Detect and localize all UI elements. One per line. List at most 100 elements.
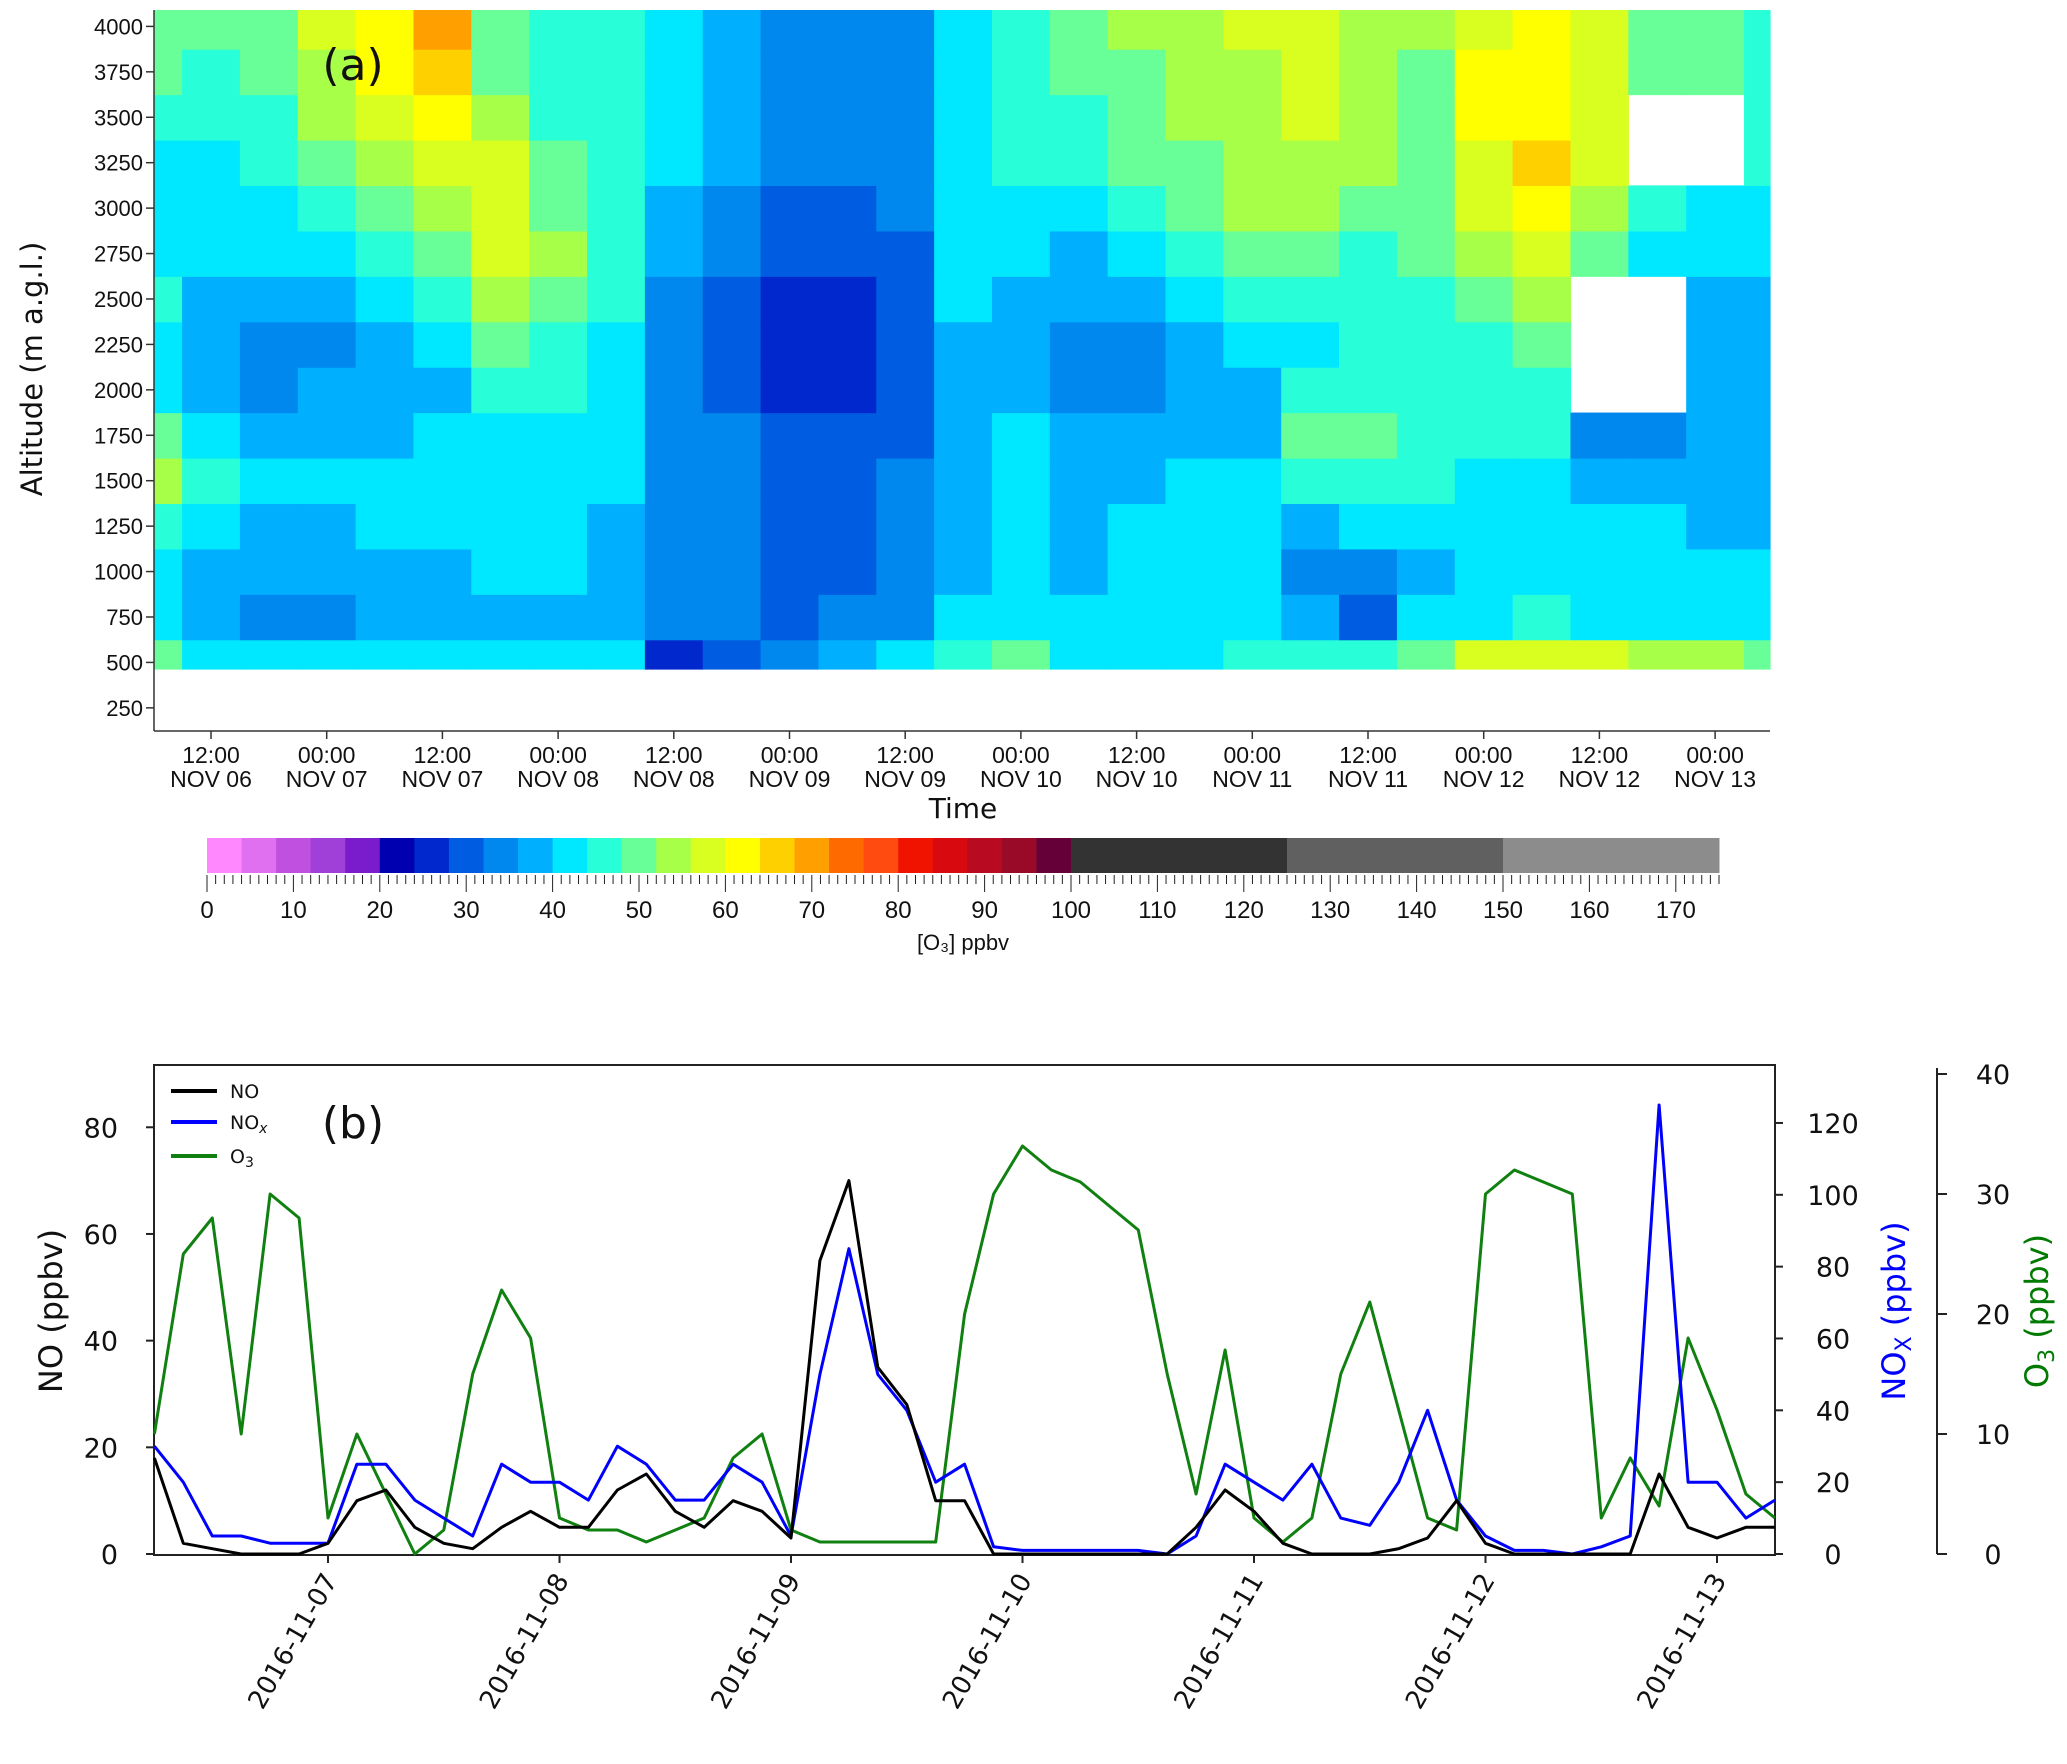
heatmap-cell (702, 548, 762, 595)
heatmap-cell (1223, 639, 1282, 670)
heatmap-cell (1223, 321, 1282, 368)
x-tick-label-date: NOV 07 (401, 766, 483, 792)
heatmap-cell (1454, 412, 1514, 459)
colorbar-swatch (483, 838, 519, 873)
colorbar-swatch (759, 838, 796, 873)
heatmap-cell (702, 457, 762, 505)
heatmap-cell (1454, 10, 1514, 50)
heatmap-cell (154, 594, 183, 641)
heatmap-cell (818, 49, 877, 96)
colorbar-title: [O₃] ppbv (917, 930, 1009, 955)
heatmap-cell (297, 639, 357, 670)
colorbar-tick-label: 80 (885, 897, 912, 924)
date-tick-label: 2016-11-07 (243, 1569, 345, 1715)
heatmap-cell (1281, 10, 1340, 50)
heatmap-cell (1512, 412, 1572, 459)
nox-tick-label: 80 (1816, 1253, 1850, 1284)
heatmap-cell (991, 49, 1051, 96)
heatmap-cell (1281, 503, 1340, 550)
heatmap-cell (818, 185, 877, 232)
heatmap-cell (818, 503, 877, 550)
heatmap-cell (1281, 594, 1340, 641)
heatmap-cell (297, 321, 357, 368)
heatmap-cell (1107, 276, 1167, 323)
heatmap-cell (587, 185, 646, 232)
heatmap-cell (355, 594, 415, 641)
heatmap-cell (876, 139, 935, 187)
legend-label-main: NO (230, 1112, 259, 1134)
heatmap-cell (1165, 457, 1224, 505)
x-tick-label-date: NOV 12 (1558, 766, 1640, 792)
heatmap-cell (1223, 49, 1282, 96)
heatmap-cell (934, 94, 993, 141)
colorbar-swatch (932, 838, 968, 873)
heatmap-cell (818, 367, 877, 414)
heatmap-cell (1049, 94, 1109, 141)
heatmap-cell (644, 321, 704, 368)
heatmap-cell (1339, 548, 1398, 595)
heatmap-cell (1454, 321, 1514, 368)
heatmap-cell (760, 185, 820, 232)
heatmap-cell (297, 139, 357, 187)
y-tick-label: 750 (106, 605, 143, 630)
heatmap-cell (1339, 457, 1398, 505)
heatmap-cell (471, 321, 530, 368)
heatmap-cell (934, 548, 993, 595)
heatmap-cell (1512, 503, 1572, 550)
heatmap-cell (991, 412, 1051, 459)
heatmap-cell (818, 94, 877, 141)
nox-axis-title: NOX (ppbv) (1875, 1221, 1917, 1400)
heatmap-cell (644, 457, 704, 505)
y-tick-label: 3000 (94, 196, 143, 221)
heatmap-cell (182, 639, 241, 670)
heatmap-cell (471, 503, 530, 550)
heatmap-cell (1454, 94, 1514, 141)
heatmap-cell (355, 230, 415, 277)
colorbar-swatch (448, 838, 484, 873)
heatmap-cell (991, 10, 1051, 50)
colorbar-ticks: 0 10 20 30 40 50 60 70 80 90 100 110 120 130 140 150 160… (200, 875, 1720, 924)
heatmap-cell (413, 412, 472, 459)
heatmap-cell (702, 10, 762, 50)
heatmap-cell (934, 594, 993, 641)
heatmap-cell (154, 94, 183, 141)
heatmap-cell (991, 548, 1051, 595)
heatmap-cell (1396, 457, 1456, 505)
heatmap-cell (876, 367, 935, 414)
date-tick-label: 2016-11-09 (706, 1569, 808, 1715)
heatmap-cell (471, 276, 530, 323)
heatmap-cell (644, 639, 704, 670)
heatmap-cell (297, 503, 357, 550)
heatmap-cell (1396, 548, 1456, 595)
date-tick-label: 2016-11-13 (1632, 1569, 1734, 1715)
heatmap-cell (644, 10, 704, 50)
heatmap-cell (1049, 276, 1109, 323)
x-tick-label-time: 00:00 (761, 742, 819, 768)
y-ticks: 250 500 750 1000 1250 1500 1750 2000 2250 2500 275… (94, 14, 154, 721)
heatmap-cell (529, 49, 588, 96)
heatmap-cell (154, 10, 183, 50)
heatmap-cell (1686, 367, 1745, 414)
y-tick-label: 250 (106, 696, 143, 721)
nox-tick-label: 20 (1816, 1468, 1850, 1499)
heatmap-cell (413, 185, 472, 232)
heatmap-cell (1339, 230, 1398, 277)
heatmap-cell (1570, 230, 1629, 277)
series-line-no (152, 1179, 1775, 1556)
colorbar-tick-label: 90 (971, 897, 998, 924)
x-tick-label-date: NOV 07 (286, 766, 368, 792)
x-tick-label-time: 12:00 (414, 742, 472, 768)
heatmap-cell (1686, 10, 1745, 50)
heatmap-cell (1628, 10, 1687, 50)
x-tick-label-date: NOV 09 (864, 766, 946, 792)
heatmap-cell (1686, 276, 1745, 323)
heatmap-cell (471, 139, 530, 187)
heatmap-cell (1339, 276, 1398, 323)
heatmap-cell (760, 10, 820, 50)
x-tick-label-date: NOV 11 (1212, 766, 1292, 792)
y-tick-label: 500 (106, 650, 143, 675)
heatmap-cell (1570, 639, 1629, 670)
heatmap-cell (1744, 412, 1771, 459)
heatmap-cell (1165, 367, 1224, 414)
